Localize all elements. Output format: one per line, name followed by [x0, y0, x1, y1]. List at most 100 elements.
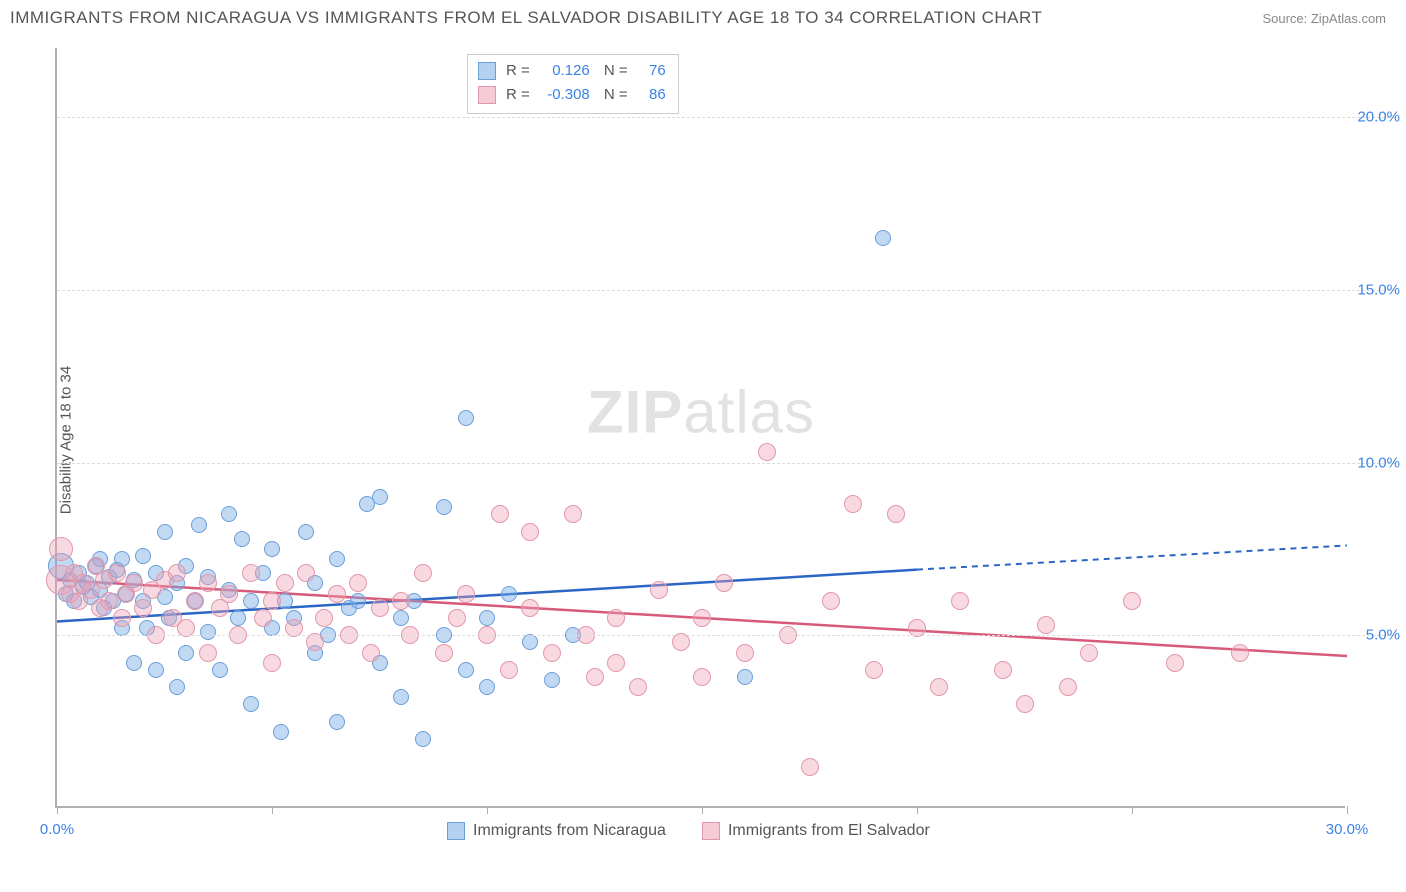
- x-tick: [702, 806, 703, 814]
- scatter-point: [264, 541, 280, 557]
- scatter-point: [255, 565, 271, 581]
- legend-swatch: [702, 822, 720, 840]
- scatter-point: [148, 662, 164, 678]
- scatter-point: [109, 562, 125, 578]
- scatter-point: [875, 230, 891, 246]
- scatter-point: [91, 599, 109, 617]
- scatter-point: [221, 506, 237, 522]
- chart-area: Disability Age 18 to 34 ZIPatlas R =0.12…: [10, 40, 1396, 840]
- scatter-point: [329, 551, 345, 567]
- scatter-point: [126, 572, 142, 588]
- stat-r-value: 0.126: [540, 59, 590, 83]
- scatter-point: [951, 592, 969, 610]
- scatter-point: [83, 589, 99, 605]
- scatter-point: [234, 531, 250, 547]
- stat-n-label: N =: [600, 83, 628, 107]
- scatter-point: [994, 661, 1012, 679]
- scatter-point: [135, 548, 151, 564]
- scatter-point: [435, 644, 453, 662]
- gridline-h: [57, 117, 1395, 118]
- scatter-point: [737, 669, 753, 685]
- scatter-point: [135, 593, 151, 609]
- scatter-point: [393, 689, 409, 705]
- legend-swatch: [478, 86, 496, 104]
- scatter-point: [169, 575, 185, 591]
- scatter-point: [522, 634, 538, 650]
- scatter-point: [243, 593, 259, 609]
- scatter-point: [114, 620, 130, 636]
- scatter-point: [156, 571, 174, 589]
- scatter-point: [930, 678, 948, 696]
- scatter-point: [70, 592, 88, 610]
- scatter-point: [125, 574, 143, 592]
- scatter-point: [329, 714, 345, 730]
- plot-region: ZIPatlas R =0.126 N =76R =-0.308 N =86 I…: [55, 48, 1345, 808]
- scatter-point: [372, 655, 388, 671]
- x-tick: [272, 806, 273, 814]
- scatter-point: [341, 600, 357, 616]
- scatter-point: [230, 610, 246, 626]
- scatter-point: [157, 589, 173, 605]
- gridline-h: [57, 290, 1395, 291]
- scatter-point: [101, 569, 117, 585]
- scatter-point: [66, 593, 82, 609]
- scatter-point: [254, 609, 272, 627]
- scatter-point: [865, 661, 883, 679]
- x-tick: [57, 806, 58, 814]
- scatter-points-layer: [57, 48, 1345, 806]
- x-tick: [1132, 806, 1133, 814]
- scatter-point: [298, 524, 314, 540]
- scatter-point: [801, 758, 819, 776]
- scatter-point: [164, 609, 182, 627]
- watermark: ZIPatlas: [587, 377, 815, 446]
- x-tick-label: 0.0%: [40, 821, 74, 838]
- scatter-point: [307, 645, 323, 661]
- legend-item: Immigrants from Nicaragua: [447, 822, 666, 840]
- scatter-point: [221, 582, 237, 598]
- scatter-point: [349, 574, 367, 592]
- scatter-point: [693, 668, 711, 686]
- scatter-point: [211, 599, 229, 617]
- scatter-point: [87, 557, 105, 575]
- stat-legend-row: R =-0.308 N =86: [478, 83, 666, 107]
- scatter-point: [178, 558, 194, 574]
- statistics-legend: R =0.126 N =76R =-0.308 N =86: [467, 54, 679, 114]
- scatter-point: [134, 599, 152, 617]
- scatter-point: [372, 489, 388, 505]
- scatter-point: [822, 592, 840, 610]
- scatter-point: [49, 537, 73, 561]
- scatter-point: [414, 564, 432, 582]
- scatter-point: [82, 581, 100, 599]
- scatter-point: [406, 593, 422, 609]
- x-tick: [1347, 806, 1348, 814]
- scatter-point: [448, 609, 466, 627]
- x-tick: [487, 806, 488, 814]
- scatter-point: [108, 564, 126, 582]
- scatter-point: [544, 672, 560, 688]
- scatter-point: [143, 581, 161, 599]
- scatter-point: [200, 624, 216, 640]
- scatter-point: [1059, 678, 1077, 696]
- gridline-h: [57, 635, 1395, 636]
- scatter-point: [491, 505, 509, 523]
- scatter-point: [100, 592, 118, 610]
- scatter-point: [521, 523, 539, 541]
- scatter-point: [371, 599, 389, 617]
- scatter-point: [148, 565, 164, 581]
- scatter-point: [96, 600, 112, 616]
- scatter-point: [500, 661, 518, 679]
- scatter-point: [359, 496, 375, 512]
- scatter-point: [95, 571, 113, 589]
- scatter-point: [92, 551, 108, 567]
- scatter-point: [88, 558, 104, 574]
- scatter-point: [458, 662, 474, 678]
- scatter-point: [458, 410, 474, 426]
- scatter-point: [169, 679, 185, 695]
- trend-line: [57, 570, 917, 622]
- scatter-point: [328, 585, 346, 603]
- scatter-point: [242, 564, 260, 582]
- stat-n-value: 76: [638, 59, 666, 83]
- scatter-point: [479, 679, 495, 695]
- trend-line-dashed: [917, 545, 1347, 569]
- y-tick-label: 20.0%: [1357, 109, 1400, 126]
